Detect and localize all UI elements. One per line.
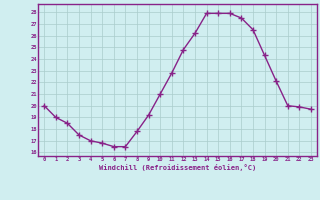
X-axis label: Windchill (Refroidissement éolien,°C): Windchill (Refroidissement éolien,°C) (99, 164, 256, 171)
